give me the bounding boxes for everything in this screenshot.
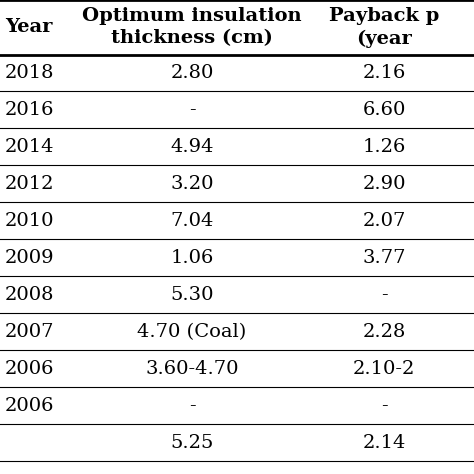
Text: 2.16: 2.16 — [362, 64, 406, 82]
Text: 2.90: 2.90 — [362, 175, 406, 193]
Text: 2.10-2: 2.10-2 — [353, 360, 415, 378]
Text: Optimum insulation
thickness (cm): Optimum insulation thickness (cm) — [82, 7, 302, 47]
Text: 2008: 2008 — [5, 286, 54, 304]
Text: -: - — [381, 286, 387, 304]
Text: 5.25: 5.25 — [170, 434, 214, 452]
Text: 2007: 2007 — [5, 323, 54, 341]
Text: 4.70 (Coal): 4.70 (Coal) — [137, 323, 246, 341]
Text: -: - — [381, 397, 387, 415]
Text: 2006: 2006 — [5, 397, 54, 415]
Text: 2014: 2014 — [5, 138, 54, 156]
Text: 5.30: 5.30 — [170, 286, 214, 304]
Text: 1.26: 1.26 — [362, 138, 406, 156]
Text: 2.80: 2.80 — [170, 64, 214, 82]
Text: Year: Year — [5, 18, 52, 36]
Text: 2.28: 2.28 — [362, 323, 406, 341]
Text: -: - — [189, 101, 195, 119]
Text: 2010: 2010 — [5, 212, 54, 230]
Text: Payback p
(year: Payback p (year — [329, 7, 439, 47]
Text: 1.06: 1.06 — [170, 249, 214, 267]
Text: 2016: 2016 — [5, 101, 54, 119]
Text: 3.60-4.70: 3.60-4.70 — [145, 360, 239, 378]
Text: 2.14: 2.14 — [362, 434, 406, 452]
Text: 2009: 2009 — [5, 249, 55, 267]
Text: 3.77: 3.77 — [362, 249, 406, 267]
Text: 4.94: 4.94 — [170, 138, 214, 156]
Text: 2018: 2018 — [5, 64, 54, 82]
Text: -: - — [189, 397, 195, 415]
Text: 2006: 2006 — [5, 360, 54, 378]
Text: 2.07: 2.07 — [362, 212, 406, 230]
Text: 6.60: 6.60 — [362, 101, 406, 119]
Text: 3.20: 3.20 — [170, 175, 214, 193]
Text: 7.04: 7.04 — [170, 212, 214, 230]
Text: 2012: 2012 — [5, 175, 54, 193]
